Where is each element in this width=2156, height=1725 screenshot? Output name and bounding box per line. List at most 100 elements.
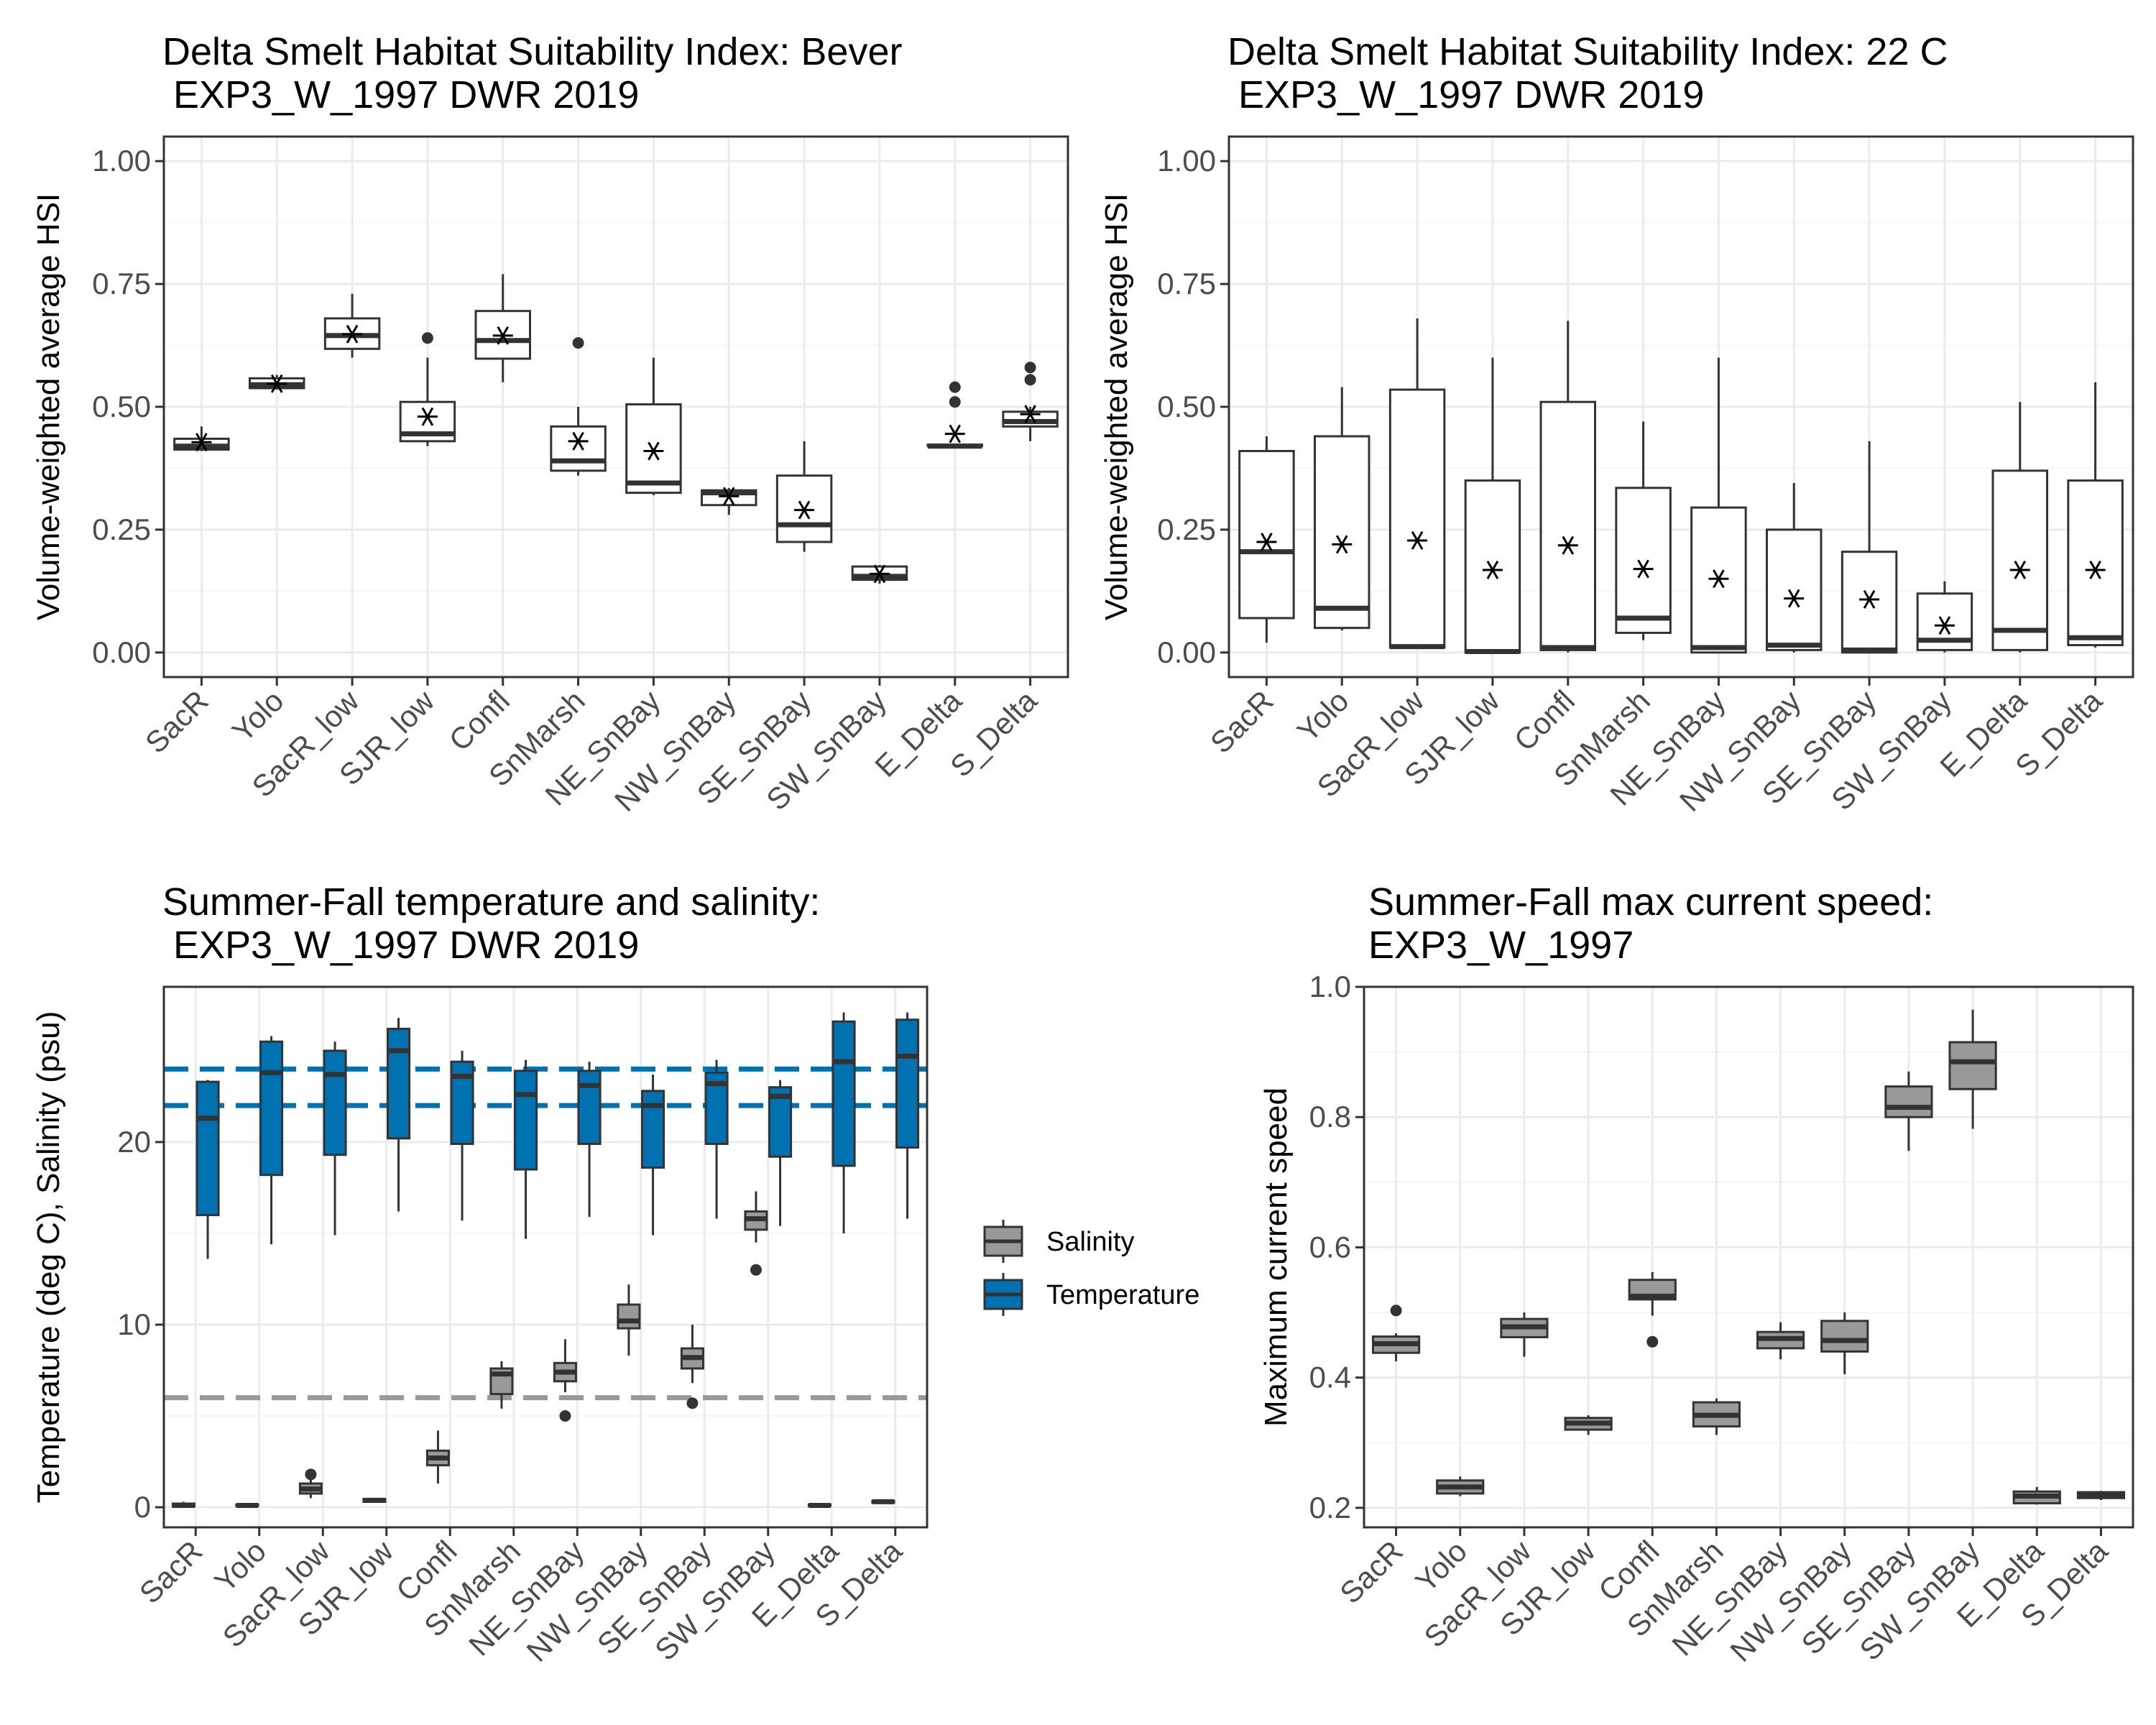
- mean-asterisk-stroke: [1335, 535, 1348, 554]
- mean-asterisk: [719, 487, 740, 506]
- mean-asterisk-stroke: [2089, 561, 2101, 579]
- mean-asterisk: [1859, 590, 1880, 609]
- chart-title-line: Delta Smelt Habitat Suitability Index: B…: [162, 30, 902, 73]
- box-body: [387, 1027, 411, 1140]
- mean-asterisk-stroke: [949, 424, 962, 443]
- y-axis-label: Temperature (deg C), Salinity (psu): [31, 1011, 66, 1504]
- box-category: [926, 381, 983, 449]
- box-body: [1464, 479, 1521, 654]
- box-body: [323, 1049, 347, 1156]
- box-salinity: [617, 1284, 641, 1356]
- chart-title: Summer-Fall max current speed: EXP3_W_199…: [1368, 880, 1933, 967]
- box-body: [195, 1080, 220, 1217]
- y-tick-label: 20: [117, 1125, 151, 1159]
- chart-title: Delta Smelt Habitat Suitability Index: 2…: [1227, 30, 1948, 116]
- box-body: [617, 1303, 641, 1330]
- outlier-point: [750, 1264, 762, 1276]
- outlier-point: [949, 381, 961, 393]
- box-temperature: [450, 1050, 474, 1221]
- mean-asterisk: [267, 374, 287, 393]
- box-body: [831, 1020, 856, 1167]
- box-category: [1436, 1476, 1485, 1496]
- mean-asterisk: [794, 500, 815, 520]
- mean-asterisk: [1407, 531, 1428, 550]
- box-category: [323, 293, 381, 358]
- box-category: [1991, 402, 2048, 653]
- box-temperature: [895, 1012, 920, 1219]
- box-salinity: [362, 1497, 387, 1503]
- x-tick-label: SacR: [133, 1534, 209, 1610]
- box-temperature: [323, 1041, 347, 1236]
- mean-asterisk: [2009, 561, 2030, 579]
- box-salinity: [871, 1499, 895, 1504]
- box-temperature: [514, 1059, 538, 1239]
- x-tick-label: SacR: [1333, 1534, 1409, 1610]
- box-category: [1692, 1398, 1741, 1435]
- mean-asterisk: [869, 564, 890, 584]
- legend-label-temperature: Temperature: [1046, 1280, 1199, 1310]
- mean-asterisk: [568, 431, 589, 451]
- y-tick-label: 0.25: [92, 512, 151, 546]
- mean-asterisk: [1633, 559, 1654, 579]
- box-salinity: [235, 1503, 259, 1509]
- box-body: [577, 1070, 602, 1145]
- mean-asterisk: [1934, 616, 1955, 635]
- outlier-point: [949, 396, 961, 408]
- box-category: [1756, 1322, 1805, 1360]
- y-tick-label: 1.0: [1309, 970, 1351, 1003]
- y-tick-label: 0.25: [1157, 512, 1216, 546]
- legend-key-temperature: [983, 1273, 1023, 1316]
- mean-asterisk-stroke: [270, 374, 283, 393]
- box-body: [1841, 551, 1898, 654]
- y-tick-label: 10: [117, 1307, 151, 1341]
- mean-asterisk-stroke: [722, 487, 735, 506]
- box-salinity: [171, 1501, 195, 1509]
- y-axis-label: Volume-weighted average HSI: [31, 193, 66, 620]
- mean-asterisk-stroke: [1863, 590, 1876, 609]
- box-temperature: [641, 1074, 665, 1236]
- mean-asterisk: [1784, 589, 1805, 608]
- box-body: [259, 1040, 284, 1177]
- box-category: [701, 487, 757, 515]
- mean-asterisk-stroke: [1938, 616, 1951, 635]
- mean-asterisk-stroke: [648, 441, 660, 461]
- mean-asterisk: [191, 433, 212, 452]
- box-category: [474, 274, 531, 382]
- y-tick-label: 0: [134, 1490, 151, 1524]
- box-category: [775, 441, 833, 552]
- box-body: [514, 1070, 538, 1171]
- y-tick-label: 1.00: [1157, 144, 1216, 178]
- box-category: [1916, 581, 1973, 653]
- outlier-point: [421, 332, 433, 344]
- plot-background: [1364, 987, 2133, 1527]
- mean-asterisk: [1557, 535, 1578, 555]
- box-body: [1314, 435, 1370, 630]
- box-category: [1615, 421, 1672, 640]
- mean-asterisk-stroke: [1637, 559, 1649, 579]
- panel-1: Delta Smelt Habitat Suitability Index: B…: [31, 30, 1069, 818]
- chart-title-line: EXP3_W_1997: [1368, 924, 1634, 967]
- y-tick-label: 1.00: [92, 144, 151, 178]
- outlier-point: [686, 1397, 699, 1409]
- box-category: [173, 426, 230, 452]
- y-axis-label: Maximum current speed: [1258, 1087, 1294, 1427]
- mean-asterisk: [417, 407, 438, 426]
- mean-asterisk: [1020, 405, 1041, 424]
- mean-asterisk-stroke: [798, 500, 811, 520]
- mean-asterisk-stroke: [1562, 535, 1575, 555]
- outlier-point: [559, 1410, 571, 1422]
- box-body: [1991, 469, 2048, 651]
- box-body: [1820, 1320, 1869, 1353]
- box-category: [1564, 1415, 1613, 1435]
- mean-asterisk-stroke: [346, 324, 359, 344]
- y-tick-label: 0.4: [1309, 1361, 1351, 1394]
- box-body: [641, 1090, 665, 1169]
- mean-asterisk-stroke: [1411, 531, 1424, 550]
- x-tick-label: Yolo: [1291, 684, 1355, 748]
- mean-asterisk-stroke: [1713, 569, 1725, 589]
- box-body: [1690, 506, 1747, 654]
- box-category: [1948, 1009, 1997, 1129]
- box-body: [1238, 450, 1295, 620]
- mean-asterisk-stroke: [1024, 405, 1036, 424]
- chart-title: Summer-Fall temperature and salinity: EX…: [162, 880, 820, 967]
